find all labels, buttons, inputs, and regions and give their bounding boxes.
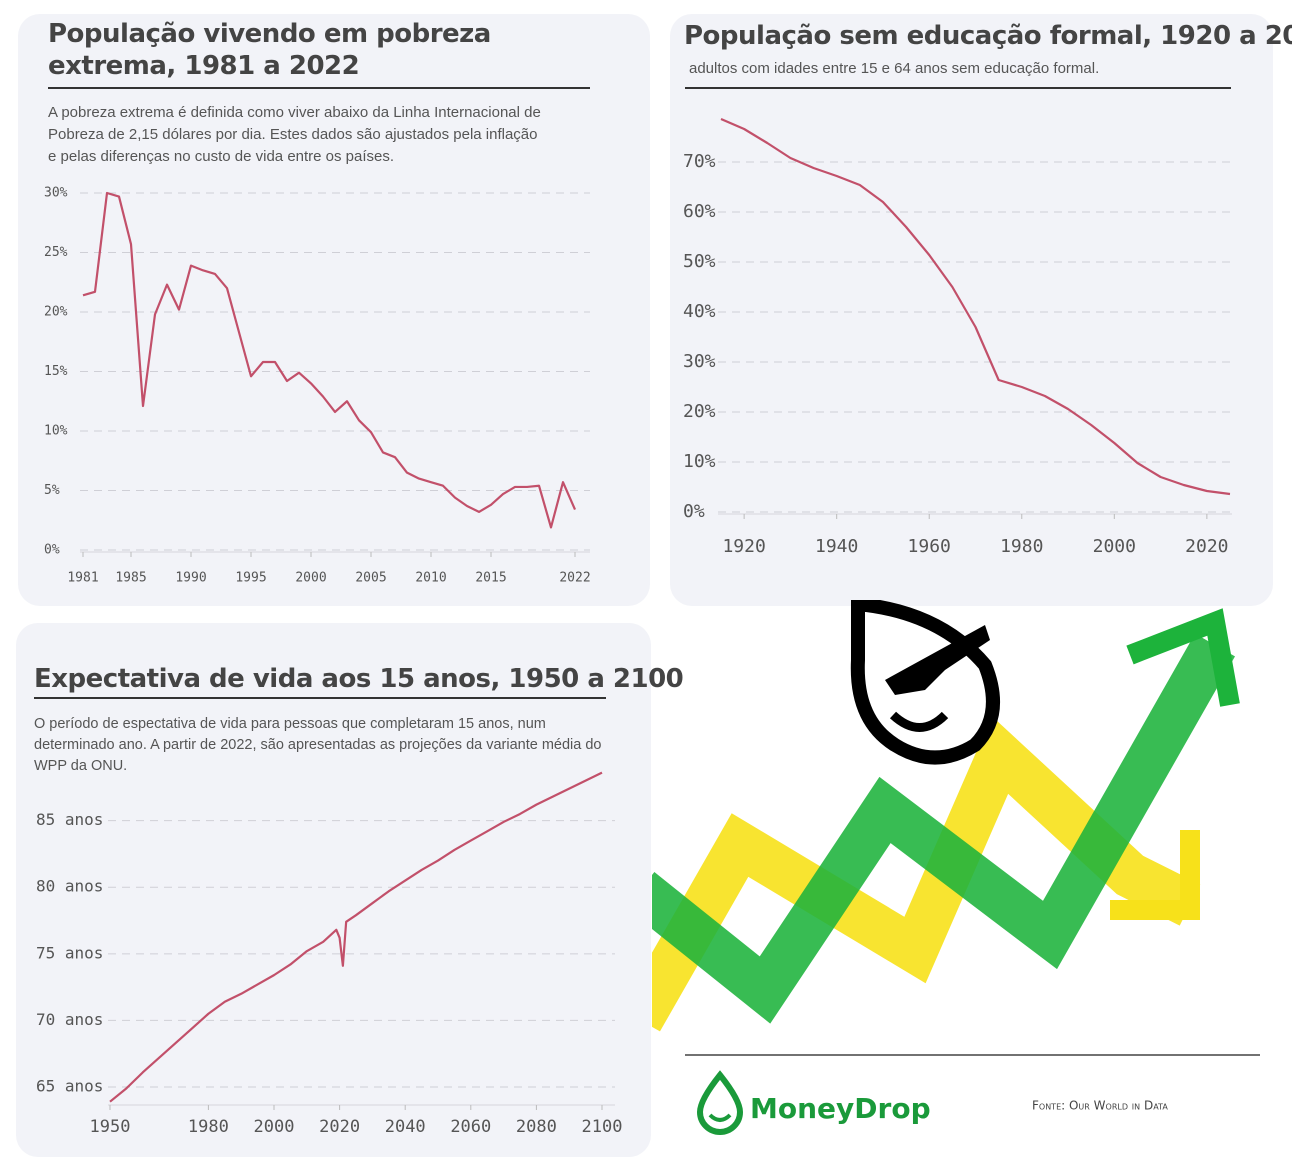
decoration	[652, 600, 1240, 1032]
logo-smile	[708, 1113, 732, 1122]
y-tick-label: 10%	[44, 424, 68, 439]
x-tick-label: 1950	[90, 1117, 131, 1137]
x-tick-label: 2000	[254, 1117, 295, 1137]
chart-title: Expectativa de vida aos 15 anos, 1950 a …	[34, 664, 684, 694]
x-tick-label: 2100	[582, 1117, 623, 1137]
x-tick-label: 2040	[385, 1117, 426, 1137]
y-tick-label: 20%	[683, 401, 716, 422]
y-tick-label: 85 anos	[36, 810, 103, 829]
x-tick-label: 1981	[67, 571, 98, 586]
card	[18, 14, 650, 606]
y-tick-label: 70 anos	[36, 1010, 103, 1029]
y-tick-label: 75 anos	[36, 943, 103, 962]
chart-title: População vivendo em pobreza extrema, 19…	[48, 19, 491, 81]
x-tick-label: 1920	[722, 536, 765, 557]
y-tick-label: 0%	[44, 543, 60, 558]
y-tick-label: 0%	[683, 501, 705, 522]
x-tick-label: 2000	[1093, 536, 1136, 557]
sunglasses	[885, 625, 990, 695]
x-tick-label: 1980	[1000, 536, 1043, 557]
chart-subtitle: adultos com idades entre 15 e 64 anos se…	[689, 60, 1100, 77]
line	[82, 191, 577, 529]
green-arrowhead	[1126, 608, 1240, 707]
x-tick-label: 1985	[115, 571, 146, 586]
y-tick-label: 65 anos	[36, 1077, 103, 1096]
y-tick-label: 25%	[44, 245, 68, 260]
x-tick-label: 1960	[908, 536, 951, 557]
line	[109, 771, 603, 1103]
smile	[889, 711, 949, 732]
brand: MoneyDrop	[750, 1092, 931, 1125]
x-tick-label: 1990	[175, 571, 206, 586]
x-tick-label: 1995	[235, 571, 266, 586]
x-tick-label: 2060	[450, 1117, 491, 1137]
x-tick-label: 2010	[415, 571, 446, 586]
y-tick-label: 10%	[683, 451, 716, 472]
y-tick-label: 5%	[44, 483, 60, 498]
chart-subtitle: O período de espectativa de vida para pe…	[34, 716, 602, 774]
y-tick-label: 30%	[44, 186, 68, 201]
y-tick-label: 15%	[44, 364, 68, 379]
card	[670, 14, 1273, 606]
chart-subtitle: A pobreza extrema é definida como viver …	[48, 104, 541, 165]
x-tick-label: 2080	[516, 1117, 557, 1137]
x-tick-label: 1940	[815, 536, 858, 557]
x-tick-label: 2020	[319, 1117, 360, 1137]
card	[16, 623, 651, 1157]
x-tick-label: 1980	[188, 1117, 229, 1137]
logo-drop	[696, 1070, 744, 1135]
yellow-arrowhead	[1110, 830, 1200, 920]
y-tick-label: 50%	[683, 251, 716, 272]
x-tick-label: 2000	[295, 571, 326, 586]
source: Fonte: Our World in Data	[1032, 1099, 1168, 1113]
x-tick-label: 2020	[1185, 536, 1228, 557]
x-tick-label: 2022	[559, 571, 590, 586]
y-tick-label: 60%	[683, 201, 716, 222]
y-tick-label: 40%	[683, 301, 716, 322]
y-tick-label: 70%	[683, 151, 716, 172]
green-arrow	[652, 633, 1235, 1024]
y-tick-label: 80 anos	[36, 877, 103, 896]
x-tick-label: 2015	[475, 571, 506, 586]
chart-title: População sem educação formal, 1920 a 20…	[684, 21, 1292, 51]
y-tick-label: 30%	[683, 351, 716, 372]
y-tick-label: 20%	[44, 305, 68, 320]
x-tick-label: 2005	[355, 571, 386, 586]
line	[720, 117, 1231, 496]
